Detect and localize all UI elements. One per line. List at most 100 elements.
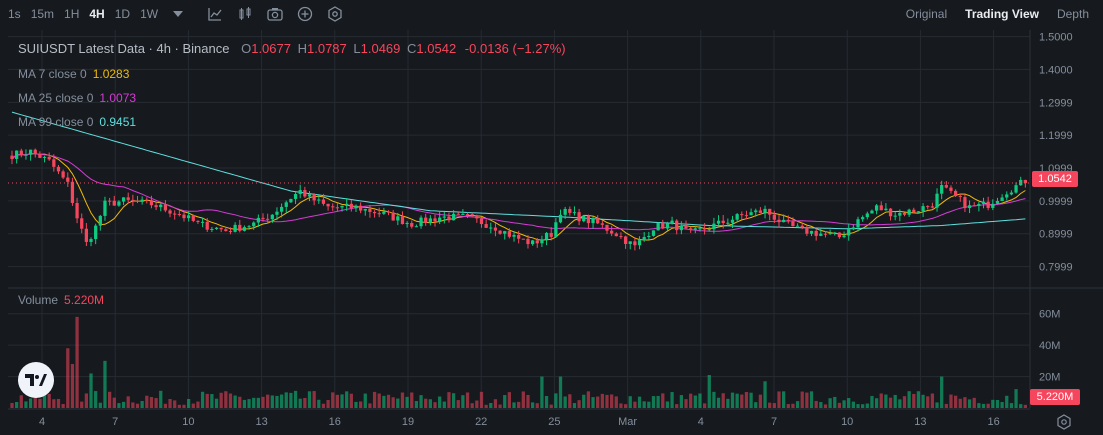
camera-icon[interactable] <box>265 4 285 24</box>
candle-body <box>721 220 725 224</box>
candlestick-icon[interactable] <box>235 4 255 24</box>
volume-bar <box>675 404 679 408</box>
candle-body <box>247 226 251 228</box>
volume-bar <box>266 394 270 408</box>
volume-bar <box>754 402 758 408</box>
volume-bar <box>619 403 623 408</box>
timeframe-1w[interactable]: 1W <box>140 7 159 21</box>
view-depth[interactable]: Depth <box>1056 7 1089 21</box>
timeframe-15m[interactable]: 15m <box>30 7 55 21</box>
candle-body <box>833 232 837 234</box>
volume-bar <box>396 398 400 408</box>
candle-body <box>837 232 842 238</box>
volume-bar <box>1005 395 1009 408</box>
volume-bar <box>912 393 916 408</box>
candle-body <box>517 235 521 239</box>
date-axis-label: 25 <box>548 416 560 428</box>
view-trading-view[interactable]: Trading View <box>965 7 1039 21</box>
candle-body <box>359 205 363 211</box>
candle-body <box>610 230 614 234</box>
candle-body <box>317 199 321 201</box>
ma7-legend[interactable]: MA 7 close 0 1.0283 <box>18 67 129 81</box>
candle-body <box>38 153 42 158</box>
volume-bar <box>303 397 307 408</box>
candle-body <box>15 150 19 159</box>
volume-bar <box>191 403 195 408</box>
candle-body <box>651 230 656 236</box>
candle-body <box>754 210 758 213</box>
volume-bar <box>107 391 112 408</box>
volume-bar <box>772 403 776 408</box>
candle-body <box>293 194 298 199</box>
volume-bar <box>981 403 986 408</box>
chart-settings-icon[interactable] <box>1056 414 1072 430</box>
candle-body <box>679 225 683 231</box>
price-axis-label: 1.4000 <box>1039 64 1073 76</box>
candle-body <box>740 214 744 216</box>
volume-bar <box>210 394 214 408</box>
volume-bar <box>916 391 921 408</box>
candle-body <box>335 207 340 209</box>
timeframe-1d[interactable]: 1D <box>114 7 131 21</box>
candle-body <box>605 224 609 231</box>
volume-bar <box>321 403 326 408</box>
volume-bar <box>689 393 693 408</box>
view-original[interactable]: Original <box>905 7 948 21</box>
volume-bar <box>744 392 749 408</box>
candle-body <box>981 201 986 204</box>
indicators-icon[interactable] <box>205 4 225 24</box>
volume-bar <box>112 397 116 408</box>
volume-bar <box>521 391 525 408</box>
volume-bar <box>977 403 981 408</box>
price-axis-label: 1.2999 <box>1039 97 1073 109</box>
candle-body <box>884 208 888 211</box>
candle-body <box>47 156 51 160</box>
candle-body <box>675 220 679 231</box>
candle-body <box>168 210 172 214</box>
volume-bar <box>312 391 316 408</box>
candle-body <box>266 218 270 220</box>
volume-bar <box>75 316 79 408</box>
candle-body <box>1009 192 1014 195</box>
close-value: 1.0542 <box>416 41 457 56</box>
price-axis-label: 0.9999 <box>1039 196 1073 208</box>
candle-body <box>800 225 804 227</box>
candle-body <box>303 190 307 197</box>
timeframe-1s[interactable]: 1s <box>8 7 21 21</box>
volume-bar <box>70 364 75 408</box>
volume-bar <box>986 403 990 408</box>
candle-body <box>940 185 944 194</box>
candle-body <box>451 213 456 221</box>
candle-body <box>479 218 484 225</box>
volume-bar <box>656 395 660 408</box>
volume-bar <box>326 400 330 408</box>
timeframe-1h[interactable]: 1H <box>64 7 80 21</box>
volume-bar <box>991 399 995 408</box>
volume-bar <box>214 398 219 408</box>
date-axis-label: 7 <box>112 416 118 428</box>
timeframe-4h[interactable]: 4H <box>89 7 105 21</box>
volume-bar <box>368 403 372 408</box>
volume-bar <box>498 404 502 408</box>
settings-gear-icon[interactable] <box>325 4 345 24</box>
candle-body <box>98 215 102 226</box>
candle-body <box>888 208 893 217</box>
volume-bar <box>637 396 642 408</box>
volume-bar <box>98 402 102 408</box>
chevron-down-icon[interactable] <box>168 4 188 24</box>
plus-circle-icon[interactable] <box>295 4 315 24</box>
ma99-legend[interactable]: MA 99 close 0 0.9451 <box>18 115 136 129</box>
candle-body <box>424 217 428 223</box>
ma25-legend[interactable]: MA 25 close 0 1.0073 <box>18 91 136 105</box>
volume-bar <box>233 395 237 408</box>
volume-bar <box>42 395 47 408</box>
volume-bar <box>465 392 470 408</box>
volume-legend[interactable]: Volume 5.220M <box>18 293 104 307</box>
volume-bar <box>66 348 70 408</box>
candle-body <box>396 216 400 221</box>
volume-bar <box>716 397 721 408</box>
volume-bar <box>791 403 795 408</box>
candle-body <box>526 238 530 245</box>
low-label: L <box>353 41 361 56</box>
